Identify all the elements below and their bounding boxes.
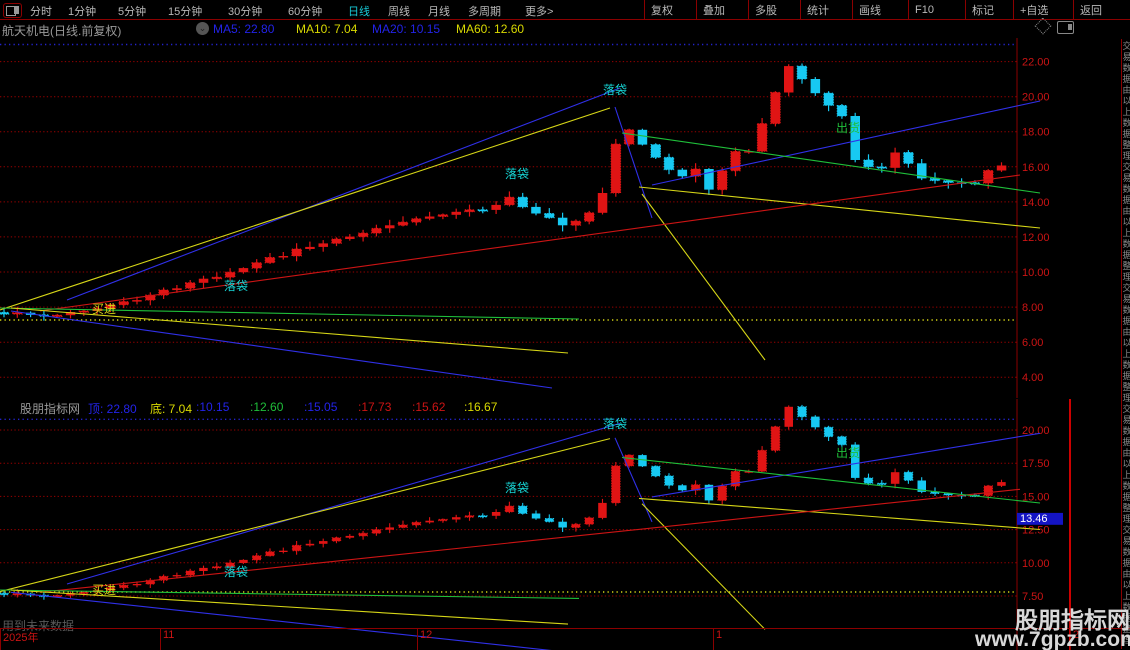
svg-text:10.00: 10.00 [1022, 267, 1050, 279]
svg-text:8.00: 8.00 [1022, 302, 1043, 314]
svg-text:买进: 买进 [92, 302, 116, 316]
svg-text:出货: 出货 [836, 445, 860, 460]
svg-text:10.00: 10.00 [1022, 558, 1050, 570]
svg-text:落袋: 落袋 [505, 481, 529, 495]
svg-text:落袋: 落袋 [224, 279, 248, 293]
svg-text:落袋: 落袋 [603, 417, 627, 431]
svg-text:4.00: 4.00 [1022, 372, 1043, 384]
svg-text:12.00: 12.00 [1022, 232, 1050, 244]
svg-text:12.50: 12.50 [1022, 525, 1050, 537]
svg-text:14.00: 14.00 [1022, 197, 1050, 209]
svg-text:18.00: 18.00 [1022, 127, 1050, 139]
svg-text:落袋: 落袋 [505, 167, 529, 181]
svg-text:6.00: 6.00 [1022, 337, 1043, 349]
svg-text:16.00: 16.00 [1022, 162, 1050, 174]
svg-text:出货: 出货 [836, 120, 860, 135]
svg-text:22.00: 22.00 [1022, 57, 1050, 69]
svg-text:落袋: 落袋 [224, 565, 248, 579]
svg-text:13.46: 13.46 [1020, 513, 1048, 525]
svg-text:落袋: 落袋 [603, 83, 627, 97]
svg-text:买进: 买进 [92, 583, 116, 597]
svg-text:17.50: 17.50 [1022, 458, 1050, 470]
